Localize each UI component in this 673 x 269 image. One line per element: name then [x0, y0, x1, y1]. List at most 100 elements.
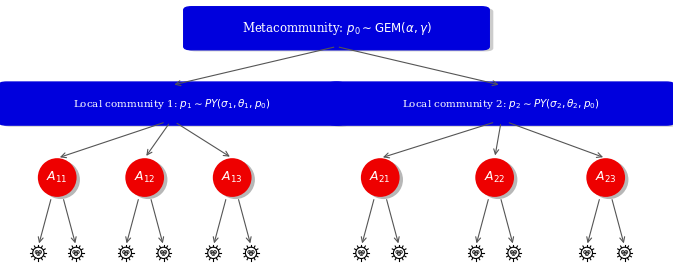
Ellipse shape [38, 158, 77, 197]
Ellipse shape [479, 160, 518, 199]
Text: $A_{12}$: $A_{12}$ [134, 170, 155, 185]
FancyBboxPatch shape [188, 8, 493, 51]
Ellipse shape [125, 158, 164, 197]
Ellipse shape [248, 250, 251, 254]
Ellipse shape [625, 251, 627, 253]
Ellipse shape [586, 253, 588, 255]
Text: $A_{13}$: $A_{13}$ [221, 170, 243, 185]
Ellipse shape [123, 251, 125, 253]
Ellipse shape [35, 250, 38, 254]
Ellipse shape [213, 158, 252, 197]
Ellipse shape [508, 247, 519, 259]
Ellipse shape [400, 251, 402, 253]
Text: $A_{23}$: $A_{23}$ [595, 170, 616, 185]
Text: Local community 2: $p_2 \sim PY(\sigma_2, \theta_2, p_0)$: Local community 2: $p_2 \sim PY(\sigma_2… [402, 97, 600, 111]
Text: $A_{22}$: $A_{22}$ [484, 170, 505, 185]
Ellipse shape [361, 158, 400, 197]
Ellipse shape [473, 251, 475, 253]
Ellipse shape [75, 253, 77, 256]
FancyBboxPatch shape [184, 7, 489, 50]
Ellipse shape [514, 251, 516, 253]
Ellipse shape [33, 247, 44, 259]
Ellipse shape [252, 251, 254, 253]
Ellipse shape [161, 251, 163, 253]
Ellipse shape [120, 247, 131, 259]
Text: Metacommunity: $p_0 \sim \mathrm{GEM}(\alpha, \gamma)$: Metacommunity: $p_0 \sim \mathrm{GEM}(\a… [242, 20, 431, 37]
Ellipse shape [210, 250, 213, 254]
Ellipse shape [584, 251, 586, 253]
Ellipse shape [250, 253, 252, 256]
Ellipse shape [125, 253, 127, 255]
Ellipse shape [213, 253, 214, 255]
Ellipse shape [71, 247, 81, 259]
FancyBboxPatch shape [328, 82, 673, 125]
Ellipse shape [77, 251, 79, 253]
Ellipse shape [212, 253, 215, 256]
Ellipse shape [583, 250, 587, 254]
Ellipse shape [625, 250, 628, 254]
Ellipse shape [475, 253, 476, 255]
Ellipse shape [581, 247, 592, 259]
Ellipse shape [251, 250, 254, 254]
Ellipse shape [37, 253, 40, 256]
Ellipse shape [38, 253, 39, 255]
Ellipse shape [36, 251, 38, 253]
Ellipse shape [208, 247, 219, 259]
Text: $A_{11}$: $A_{11}$ [46, 170, 68, 185]
Ellipse shape [122, 250, 126, 254]
Ellipse shape [588, 251, 590, 253]
Ellipse shape [586, 158, 625, 197]
Ellipse shape [399, 250, 402, 254]
Ellipse shape [394, 247, 404, 259]
Ellipse shape [216, 160, 255, 199]
Ellipse shape [510, 250, 513, 254]
Ellipse shape [513, 253, 514, 255]
Ellipse shape [624, 253, 625, 255]
Ellipse shape [396, 251, 398, 253]
Ellipse shape [361, 253, 362, 255]
Ellipse shape [364, 160, 403, 199]
Ellipse shape [474, 253, 477, 256]
Ellipse shape [361, 250, 365, 254]
Ellipse shape [248, 251, 250, 253]
Ellipse shape [476, 250, 479, 254]
Ellipse shape [158, 247, 169, 259]
Ellipse shape [246, 247, 256, 259]
Ellipse shape [211, 251, 213, 253]
Ellipse shape [360, 253, 363, 256]
Ellipse shape [126, 250, 129, 254]
Ellipse shape [38, 250, 42, 254]
Ellipse shape [129, 160, 168, 199]
Text: $A_{21}$: $A_{21}$ [369, 170, 391, 185]
Ellipse shape [513, 250, 517, 254]
Ellipse shape [160, 250, 164, 254]
Ellipse shape [396, 250, 399, 254]
Ellipse shape [163, 253, 164, 255]
Ellipse shape [359, 251, 361, 253]
Ellipse shape [512, 253, 515, 256]
Ellipse shape [362, 251, 364, 253]
Ellipse shape [623, 253, 626, 256]
FancyBboxPatch shape [3, 84, 349, 127]
Ellipse shape [472, 250, 476, 254]
Ellipse shape [622, 251, 624, 253]
Ellipse shape [73, 251, 75, 253]
Ellipse shape [41, 160, 80, 199]
Ellipse shape [214, 251, 216, 253]
Ellipse shape [475, 158, 514, 197]
Ellipse shape [586, 253, 588, 256]
Ellipse shape [587, 250, 590, 254]
Ellipse shape [39, 251, 41, 253]
Ellipse shape [619, 247, 630, 259]
Text: Local community 1: $p_1 \sim PY(\sigma_1, \theta_1, p_0)$: Local community 1: $p_1 \sim PY(\sigma_1… [73, 97, 271, 111]
Ellipse shape [213, 250, 217, 254]
Ellipse shape [250, 253, 252, 255]
Ellipse shape [590, 160, 629, 199]
Ellipse shape [476, 251, 479, 253]
Ellipse shape [162, 253, 165, 256]
Ellipse shape [356, 247, 367, 259]
Ellipse shape [73, 250, 76, 254]
Ellipse shape [511, 251, 513, 253]
Ellipse shape [164, 251, 166, 253]
Ellipse shape [470, 247, 481, 259]
